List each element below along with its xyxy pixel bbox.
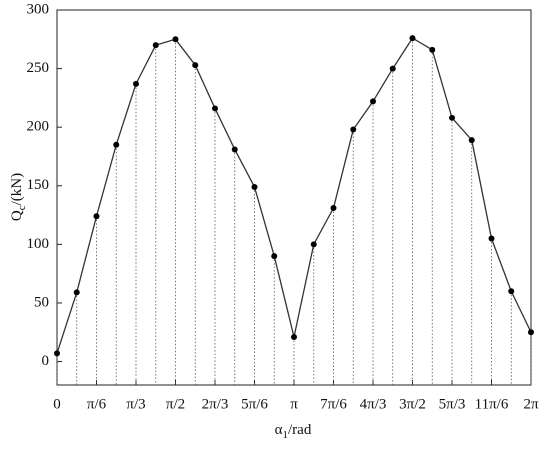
y-label-sub: c bbox=[16, 205, 28, 210]
data-point bbox=[370, 98, 376, 105]
y-tick-label: 100 bbox=[27, 236, 50, 252]
data-point bbox=[192, 62, 199, 69]
data-point bbox=[468, 137, 475, 144]
data-point bbox=[231, 146, 238, 153]
x-tick-label: π bbox=[290, 396, 298, 412]
data-point bbox=[389, 65, 396, 72]
x-tick-label: 4π/3 bbox=[360, 396, 387, 412]
y-tick-label: 150 bbox=[27, 177, 50, 193]
x-tick-label: 2π/3 bbox=[202, 396, 229, 412]
data-point bbox=[152, 42, 159, 49]
x-tick-label: 11π/6 bbox=[475, 396, 509, 412]
x-tick-label: 5π/3 bbox=[439, 396, 466, 412]
data-point bbox=[251, 183, 258, 190]
data-point bbox=[212, 105, 218, 112]
x-label-main: α bbox=[275, 422, 283, 438]
x-tick-label: 3π/2 bbox=[399, 396, 426, 412]
x-tick-label: π/3 bbox=[126, 396, 145, 412]
y-tick-label: 250 bbox=[27, 60, 50, 76]
x-label-rest: /rad bbox=[288, 422, 312, 438]
data-point bbox=[429, 46, 436, 53]
y-tick-label: 0 bbox=[42, 353, 50, 369]
data-point bbox=[113, 141, 120, 148]
x-tick-label: 7π/6 bbox=[320, 396, 347, 412]
data-point bbox=[172, 36, 179, 43]
data-point bbox=[73, 289, 80, 296]
series-line bbox=[56, 37, 532, 354]
y-tick-label: 300 bbox=[27, 1, 50, 17]
y-label-main: Q bbox=[9, 210, 25, 221]
data-point bbox=[133, 80, 139, 87]
x-tick-label: 2π bbox=[523, 396, 539, 412]
data-point bbox=[449, 114, 455, 121]
y-axis-label: Qc/(kN) bbox=[9, 173, 27, 221]
x-tick-label: 0 bbox=[53, 396, 61, 412]
data-point bbox=[54, 350, 60, 357]
x-tick-label: 5π/6 bbox=[241, 396, 268, 412]
x-label-sub: 1 bbox=[283, 429, 289, 441]
x-axis-label: α1/rad bbox=[275, 422, 312, 440]
data-point bbox=[350, 126, 357, 133]
data-point bbox=[93, 213, 100, 220]
data-point bbox=[528, 329, 534, 336]
x-tick-label: π/6 bbox=[87, 396, 107, 412]
data-point bbox=[330, 205, 337, 212]
data-point bbox=[508, 288, 515, 295]
data-point bbox=[291, 333, 297, 340]
x-tick-label: π/2 bbox=[166, 396, 185, 412]
y-tick-label: 50 bbox=[34, 294, 49, 310]
data-point bbox=[310, 241, 317, 248]
data-point bbox=[271, 253, 278, 260]
y-tick-label: 200 bbox=[27, 119, 50, 135]
data-point bbox=[409, 35, 416, 42]
plot-frame bbox=[56, 9, 532, 386]
y-label-rest: /(kN) bbox=[9, 173, 25, 206]
data-point bbox=[488, 235, 495, 242]
